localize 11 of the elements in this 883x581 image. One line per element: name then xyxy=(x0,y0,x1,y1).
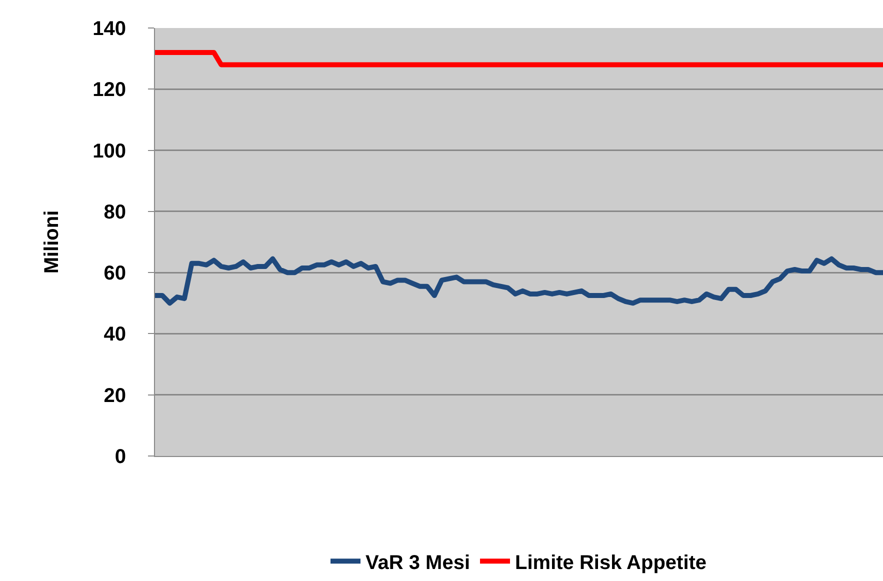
y-tick-label: 80 xyxy=(104,201,126,224)
y-axis-title: Milioni xyxy=(41,210,64,274)
legend-label: Limite Risk Appetite xyxy=(515,552,707,574)
y-tick-label: 0 xyxy=(114,446,126,468)
legend-label: VaR 3 Mesi xyxy=(366,552,470,574)
y-tick-label: 40 xyxy=(104,324,126,346)
y-tick-label: 140 xyxy=(92,18,126,40)
y-tick-label: 60 xyxy=(104,262,126,285)
y-tick-label: 120 xyxy=(92,79,126,102)
y-tick-label: 20 xyxy=(104,384,126,407)
y-tick-label: 100 xyxy=(92,140,126,162)
